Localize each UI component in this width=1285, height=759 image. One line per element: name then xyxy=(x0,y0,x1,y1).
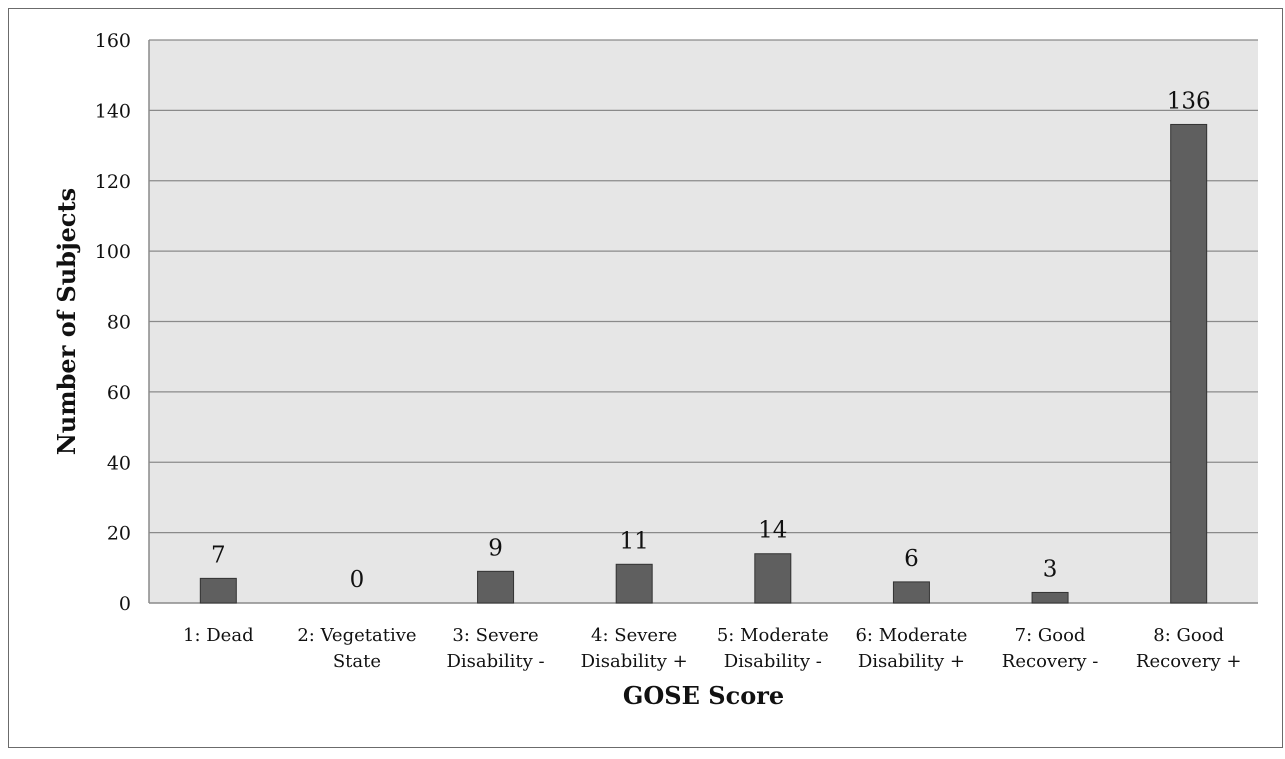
y-tick-label: 120 xyxy=(95,171,131,193)
y-tick-label: 160 xyxy=(95,30,131,52)
bar xyxy=(754,553,792,604)
x-category-labels: 1: Dead 2: Vegetative State 3: Severe Disabi… xyxy=(183,625,1241,672)
bar xyxy=(1031,591,1069,604)
data-label: 6 xyxy=(904,546,919,572)
bar xyxy=(1170,123,1208,604)
data-label: 11 xyxy=(620,528,649,554)
bar xyxy=(615,563,653,604)
y-axis-title: Number of Subjects xyxy=(52,188,81,455)
x-axis-title: GOSE Score xyxy=(623,681,784,710)
x-category-label: 1: Dead xyxy=(183,625,254,646)
x-category-label: 3: Severe Disability - xyxy=(446,625,544,672)
y-tick-label: 80 xyxy=(107,312,131,334)
data-label: 0 xyxy=(350,567,365,593)
y-tick-labels: 0 20 40 60 80 100 120 140 160 xyxy=(95,30,131,615)
y-tick-label: 140 xyxy=(95,100,131,122)
gridlines xyxy=(148,39,1258,604)
y-tick-label: 60 xyxy=(107,382,131,404)
y-tick-label: 20 xyxy=(107,523,131,545)
bar-chart: 0 20 40 60 80 100 120 140 160 7 0 9 11 14 6 3 136 1: De… xyxy=(52,30,1258,710)
x-category-label: 4: Severe Disability + xyxy=(581,625,688,672)
data-label: 14 xyxy=(758,518,787,544)
x-category-label: 5: Moderate Disability - xyxy=(717,625,829,672)
data-labels: 7 0 9 11 14 6 3 136 xyxy=(211,88,1211,593)
x-category-label: 8: Good Recovery + xyxy=(1136,625,1242,672)
x-category-label: 6: Moderate Disability + xyxy=(855,625,967,672)
data-label: 136 xyxy=(1167,88,1211,114)
chart-frame: 0 20 40 60 80 100 120 140 160 7 0 9 11 14 6 3 136 1: De… xyxy=(8,8,1283,748)
data-label: 9 xyxy=(488,535,503,561)
y-tick-label: 0 xyxy=(119,593,131,615)
bars xyxy=(199,123,1208,604)
y-tick-label: 40 xyxy=(107,452,131,474)
y-tick-label: 100 xyxy=(95,241,131,263)
bar xyxy=(199,577,237,604)
bar xyxy=(892,581,930,604)
x-category-label: 7: Good Recovery - xyxy=(1002,625,1099,672)
bar xyxy=(477,570,515,604)
data-label: 3 xyxy=(1043,556,1058,582)
x-category-label: 2: Vegetative State xyxy=(297,625,416,672)
data-label: 7 xyxy=(211,542,226,568)
